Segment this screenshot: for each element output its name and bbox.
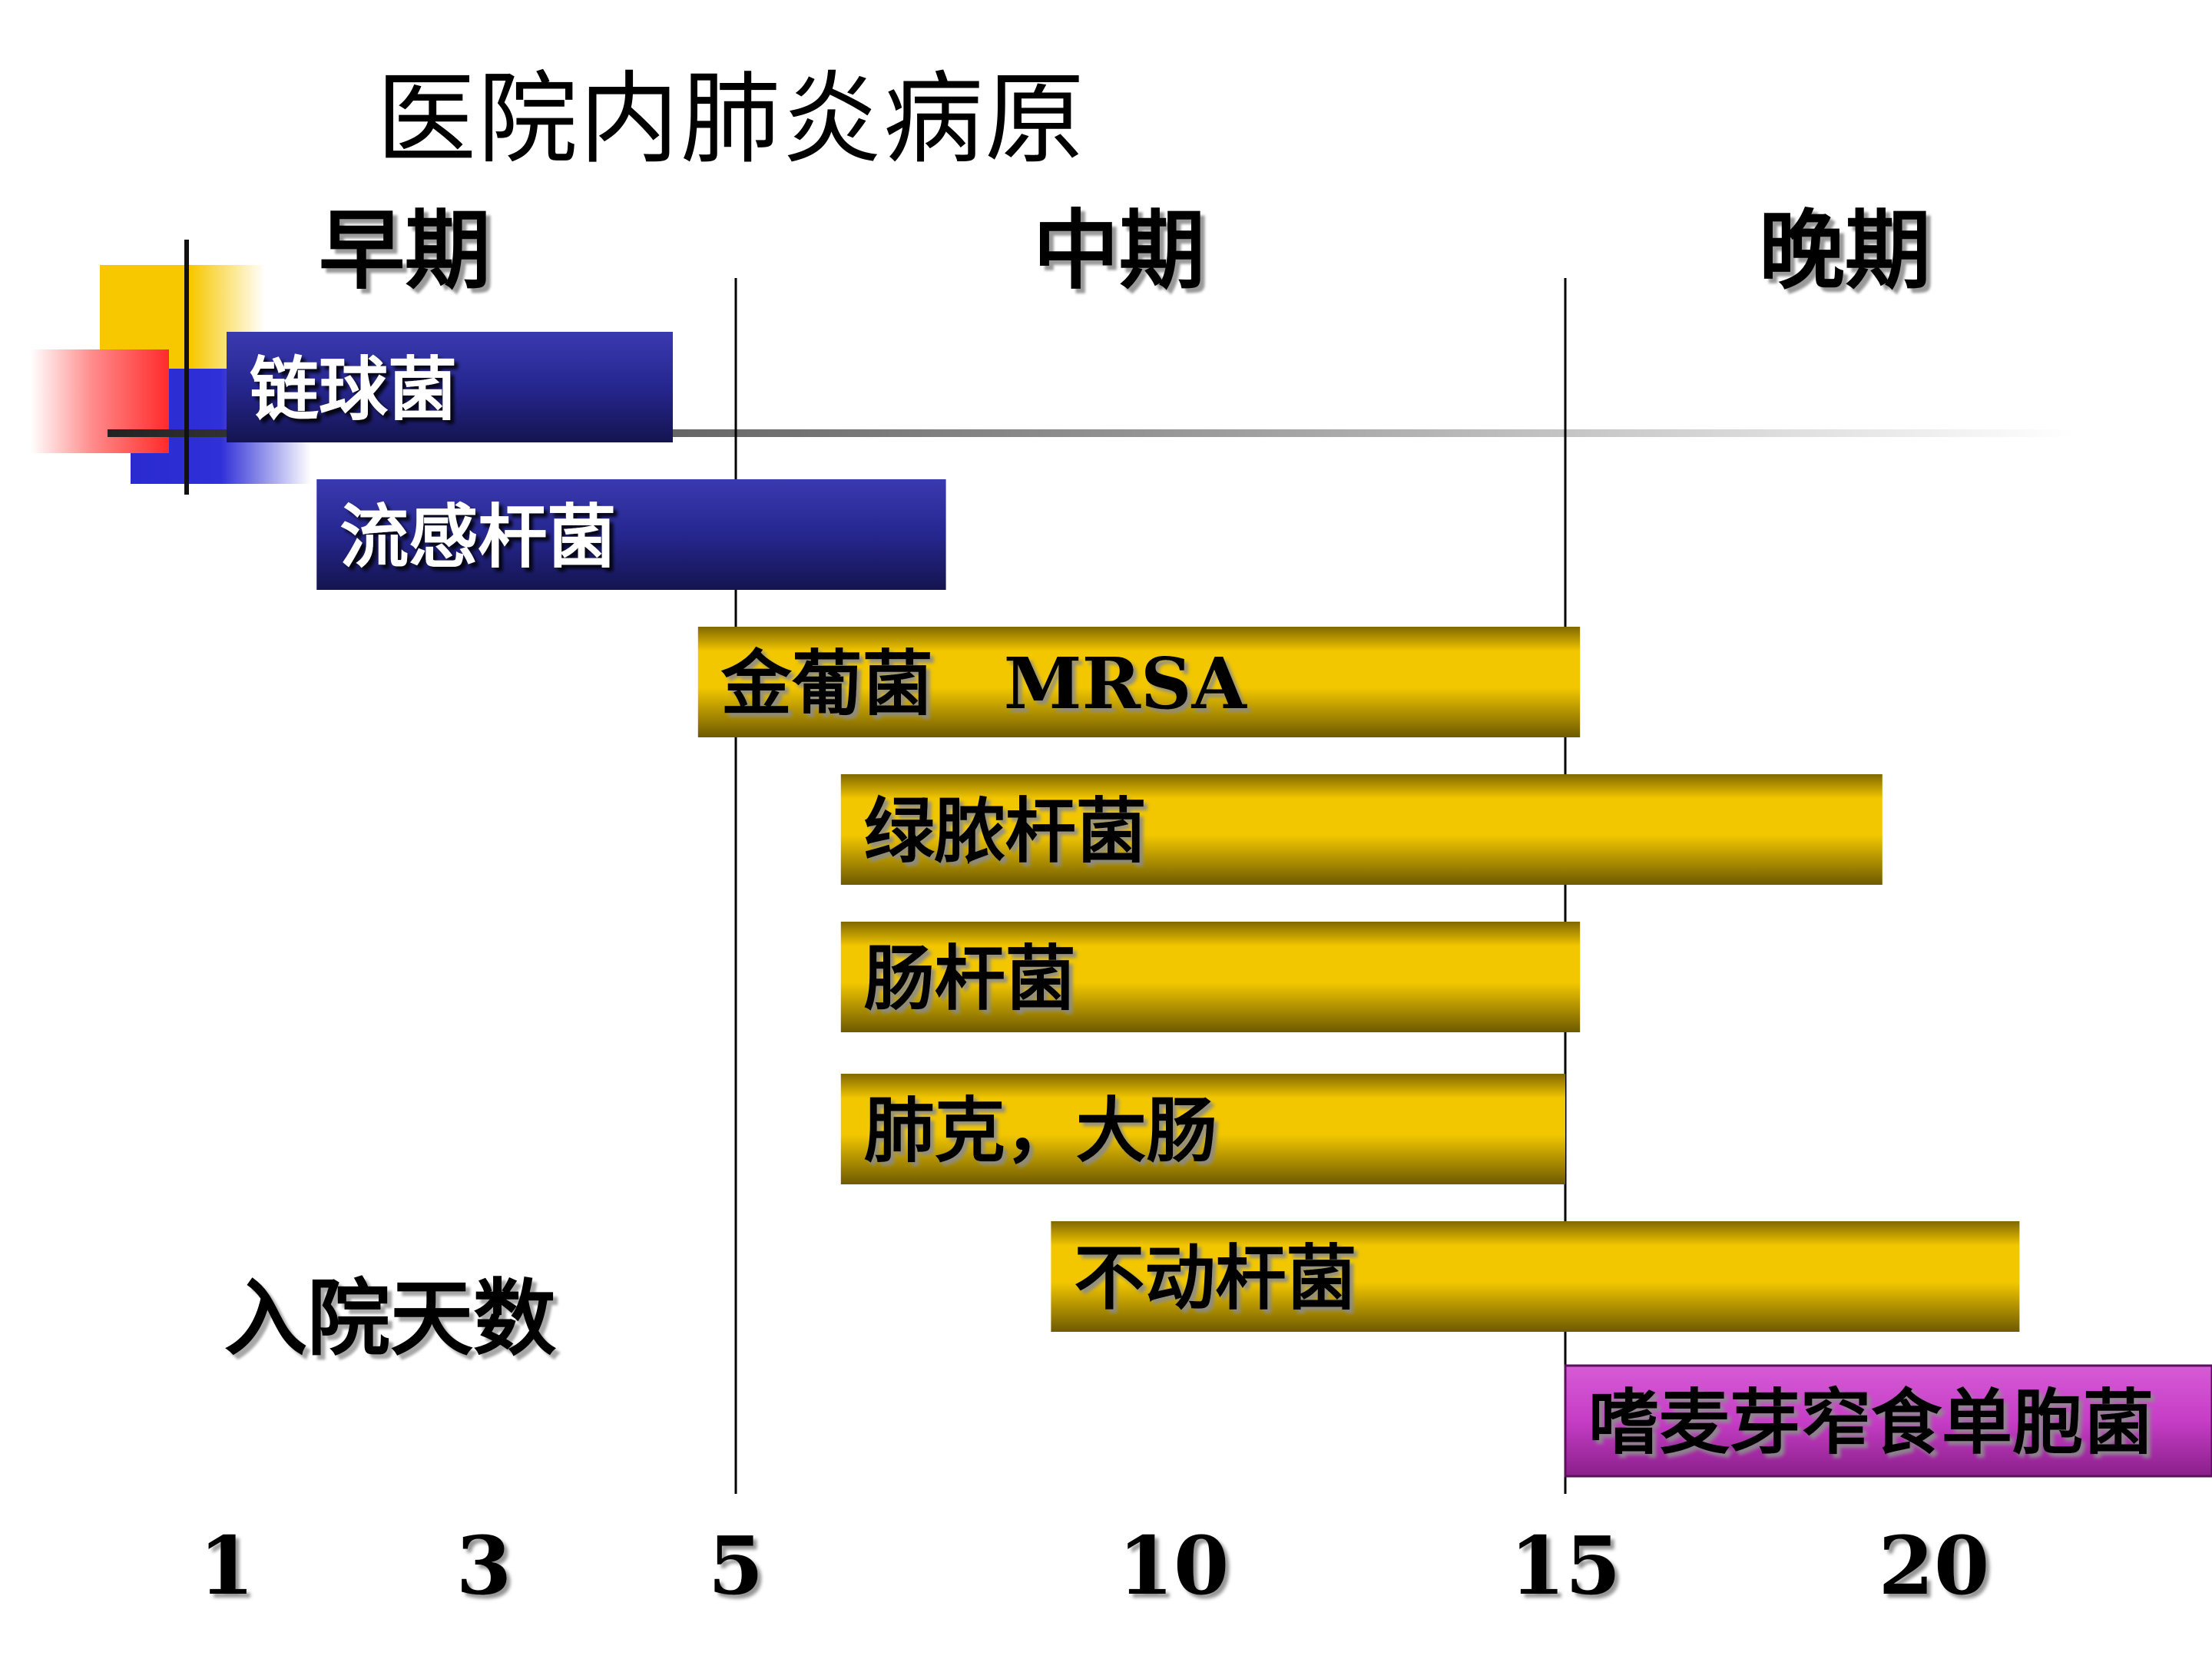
x-tick-label: 3	[456, 1518, 512, 1613]
decor-horizontal-rule	[108, 429, 2074, 437]
pathogen-bar-group: 绿脓杆菌	[840, 774, 1883, 885]
pathogen-bar	[1051, 1221, 2020, 1332]
phase-middle-label: 中期	[1033, 200, 1205, 301]
pathogen-bar	[840, 922, 1581, 1032]
pathogen-bar	[1564, 1364, 2212, 1478]
pathogen-bar-group: 链球菌	[227, 332, 673, 442]
pathogen-bar	[840, 774, 1883, 885]
pathogen-bar-label: 流感杆菌	[339, 496, 616, 578]
x-tick-label: 15	[1510, 1518, 1621, 1613]
pathogen-bar-label: 绿脓杆菌	[864, 790, 1147, 873]
x-tick-label: 1	[199, 1518, 254, 1613]
x-tick-label: 20	[1879, 1518, 1990, 1613]
phase-late-label: 晚期	[1759, 200, 1931, 301]
pathogen-bar-label: 不动杆菌	[1074, 1237, 1356, 1320]
pathogen-bar	[316, 479, 946, 590]
pathogen-bar	[227, 332, 673, 442]
pathogen-bar	[697, 627, 1581, 737]
pathogen-bar-label: 肺克，大肠	[864, 1089, 1217, 1172]
slide-title: 医院内肺炎病原	[376, 61, 1087, 177]
pathogen-bar-group: 不动杆菌	[1051, 1221, 2020, 1332]
phase-early-label: 早期	[319, 200, 491, 301]
pathogen-bar-label: 肠杆菌	[864, 937, 1076, 1020]
pathogen-bar-group: 嗜麦芽窄食单胞菌	[1564, 1364, 2212, 1478]
pathogen-bar-label: 嗜麦芽窄食单胞菌	[1588, 1381, 2154, 1464]
decor-vertical-rule	[184, 240, 189, 495]
pathogen-bar-label: 金葡菌 MRSA	[720, 642, 1248, 725]
pathogen-bar	[840, 1074, 1565, 1184]
pathogen-bar-group: 肺克，大肠	[840, 1074, 1565, 1184]
pathogen-bar-label: 链球菌	[250, 349, 457, 430]
x-tick-label: 5	[708, 1518, 763, 1613]
pathogen-bar-group: 肠杆菌	[840, 922, 1581, 1032]
days-axis-label: 入院天数	[224, 1270, 557, 1367]
x-tick-label: 10	[1118, 1518, 1230, 1613]
pathogen-bar-group: 流感杆菌	[316, 479, 946, 590]
pathogen-bar-group: 金葡菌 MRSA	[697, 627, 1581, 737]
